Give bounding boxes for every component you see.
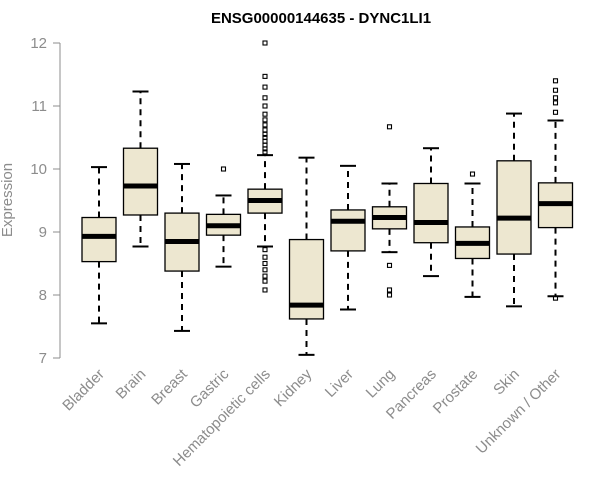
x-category-label: Kidney [271, 365, 316, 410]
outlier-point [262, 40, 268, 46]
iqr-box [496, 160, 532, 255]
outlier-point [262, 273, 268, 279]
y-axis: 7 8 9 10 11 12 [30, 35, 61, 367]
y-tick-label: 12 [30, 35, 47, 52]
box-group [496, 112, 532, 308]
outlier-point [552, 95, 559, 101]
box-group [371, 124, 408, 298]
outlier-point [386, 287, 393, 293]
outlier-point [220, 166, 227, 172]
outlier-point [262, 247, 268, 253]
box-group [81, 166, 117, 325]
iqr-box [330, 209, 366, 252]
x-category-label: Brain [113, 366, 150, 403]
outlier-point [262, 122, 268, 128]
box-group [205, 166, 242, 268]
box-group [122, 90, 159, 248]
outlier-point [552, 295, 559, 301]
chart-title: ENSG00000144635 - DYNC1LI1 [211, 10, 431, 27]
outlier-point [262, 287, 268, 293]
box-group [454, 171, 491, 298]
box-group [164, 162, 200, 332]
y-tick-label: 11 [31, 98, 47, 115]
outlier-point [469, 171, 476, 177]
outlier-point [262, 260, 268, 267]
x-category-label: Lung [363, 366, 399, 402]
outlier-point [262, 127, 268, 133]
outlier-point [386, 292, 393, 298]
iqr-box [122, 147, 159, 216]
x-category-label: Bladder [59, 366, 108, 415]
outlier-point [552, 100, 559, 106]
x-category-label: Liver [322, 366, 357, 401]
y-tick-label: 7 [39, 350, 47, 367]
y-axis-label: Expression [0, 163, 16, 237]
outlier-point [386, 124, 393, 130]
outlier-point [262, 84, 268, 90]
outlier-point [262, 73, 268, 79]
outlier-point [262, 254, 268, 260]
x-category-label: Breast [148, 365, 191, 408]
box-group [330, 164, 366, 311]
outlier-point [262, 103, 268, 109]
box-group [537, 78, 574, 301]
outlier-point [262, 117, 268, 123]
iqr-box [413, 182, 449, 244]
outlier-point [262, 278, 268, 284]
outlier-point [262, 111, 268, 117]
outlier-point [262, 146, 268, 152]
y-tick-label: 10 [30, 161, 47, 178]
iqr-box [81, 216, 117, 263]
outlier-point [552, 78, 559, 84]
outlier-point [262, 131, 268, 137]
y-tick-label: 8 [39, 287, 47, 304]
box-group [247, 40, 283, 293]
outlier-point [262, 267, 268, 273]
outlier-point [386, 262, 393, 268]
outlier-point [552, 109, 559, 115]
box-group [413, 147, 449, 278]
box-group [288, 156, 325, 356]
outlier-point [552, 87, 559, 93]
outlier-point [262, 95, 268, 101]
y-tick-label: 9 [39, 224, 47, 241]
outlier-point [262, 149, 268, 155]
x-category-label: Skin [490, 366, 523, 399]
plot-area [81, 40, 574, 356]
x-category-label: Prostate [430, 366, 482, 418]
